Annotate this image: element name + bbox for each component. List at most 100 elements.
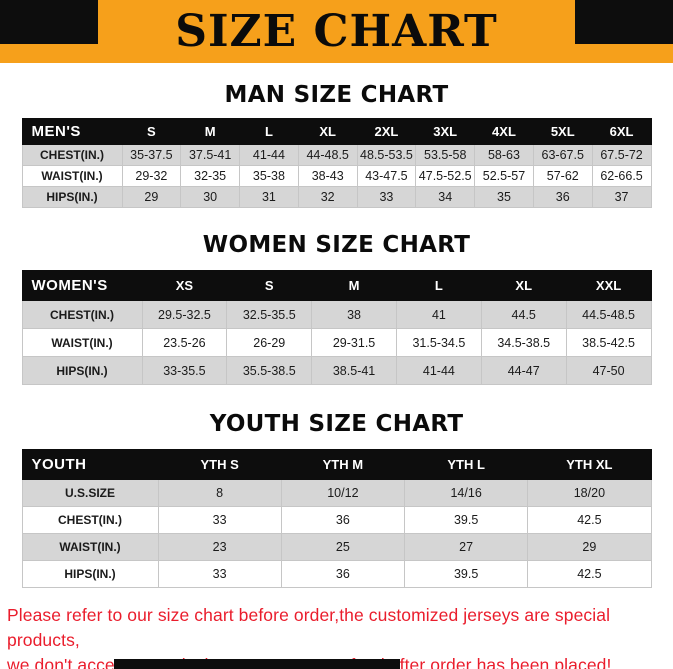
row-label: HIPS(IN.) <box>21 560 159 588</box>
table-row: CHEST(IN.) 29.5-32.5 32.5-35.5 38 41 44.5 44.5… <box>21 300 652 329</box>
size-column-header: L <box>395 270 482 301</box>
youth-size-table: YOUTH YTH S YTH M YTH L YTH XL U.S.SIZE 8 10/12… <box>21 449 652 588</box>
row-label: CHEST(IN.) <box>21 506 159 534</box>
table-cell: 35-38 <box>239 165 299 187</box>
table-cell: 35.5-38.5 <box>226 356 313 385</box>
table-cell: 38-43 <box>297 165 358 187</box>
row-label: WAIST(IN.) <box>21 165 123 187</box>
row-label: U.S.SIZE <box>21 479 159 507</box>
row-label: CHEST(IN.) <box>21 144 123 166</box>
table-cell: 34.5-38.5 <box>480 328 567 357</box>
bottom-black-bar <box>114 659 400 669</box>
table-cell: 23.5-26 <box>141 328 228 357</box>
size-column-header: 4XL <box>474 118 534 145</box>
size-column-header: XL <box>297 118 358 145</box>
table-header-row: MEN'S S M L XL 2XL 3XL 4XL 5XL 6XL <box>21 118 652 145</box>
size-column-header: XL <box>480 270 567 301</box>
table-header-row: WOMEN'S XS S M L XL XXL <box>21 270 652 301</box>
table-corner-label: MEN'S <box>21 118 123 145</box>
table-cell: 33 <box>157 506 282 534</box>
table-cell: 62-66.5 <box>591 165 652 187</box>
table-cell: 32-35 <box>180 165 241 187</box>
table-cell: 35 <box>474 186 534 208</box>
size-column-header: 6XL <box>591 118 652 145</box>
table-cell: 67.5-72 <box>591 144 652 166</box>
table-cell: 37.5-41 <box>180 144 241 166</box>
size-column-header: S <box>121 118 182 145</box>
size-column-header: YTH S <box>157 449 282 480</box>
youth-size-chart-title: YOUTH SIZE CHART <box>209 411 464 437</box>
table-row: WAIST(IN.) 29-32 32-35 35-38 38-43 43-47.5 47.… <box>21 165 652 187</box>
table-cell: 43-47.5 <box>356 165 417 187</box>
table-row: WAIST(IN.) 23.5-26 26-29 29-31.5 31.5-34.5 34… <box>21 328 652 357</box>
women-size-table: WOMEN'S XS S M L XL XXL CHEST(IN.) 29.5-32.5 32.5… <box>21 270 652 385</box>
table-header-row: YOUTH YTH S YTH M YTH L YTH XL <box>21 449 652 480</box>
table-cell: 36 <box>280 560 406 588</box>
table-row: WAIST(IN.) 23 25 27 29 <box>21 533 652 561</box>
table-cell: 44-47 <box>480 356 567 385</box>
table-row: HIPS(IN.) 33 36 39.5 42.5 <box>21 560 652 588</box>
table-cell: 33 <box>157 560 282 588</box>
table-cell: 44.5 <box>480 300 567 329</box>
table-cell: 8 <box>157 479 282 507</box>
title-banner: SIZE CHART <box>0 0 673 63</box>
man-size-chart-section: MAN SIZE CHART MEN'S S M L XL 2XL 3XL 4XL 5XL 6XL… <box>0 82 673 208</box>
table-cell: 42.5 <box>527 560 652 588</box>
table-cell: 41-44 <box>395 356 482 385</box>
table-cell: 47-50 <box>565 356 652 385</box>
table-row: HIPS(IN.) 33-35.5 35.5-38.5 38.5-41 41-44 44-… <box>21 356 652 385</box>
table-cell: 26-29 <box>226 328 313 357</box>
table-cell: 29.5-32.5 <box>141 300 228 329</box>
table-cell: 29 <box>121 186 182 208</box>
size-column-header: M <box>311 270 397 301</box>
table-cell: 23 <box>157 533 282 561</box>
man-size-chart-title: MAN SIZE CHART <box>224 82 449 108</box>
size-column-header: 2XL <box>356 118 417 145</box>
table-cell: 41-44 <box>239 144 299 166</box>
size-column-header: YTH XL <box>527 449 652 480</box>
table-cell: 36 <box>532 186 593 208</box>
table-cell: 29 <box>527 533 652 561</box>
table-cell: 32 <box>297 186 358 208</box>
table-cell: 35-37.5 <box>121 144 182 166</box>
table-cell: 14/16 <box>403 479 529 507</box>
table-cell: 44.5-48.5 <box>565 300 652 329</box>
table-row: CHEST(IN.) 35-37.5 37.5-41 41-44 44-48.5 48.5… <box>21 144 652 166</box>
table-cell: 63-67.5 <box>532 144 593 166</box>
table-cell: 29-31.5 <box>311 328 397 357</box>
top-right-black-corner <box>575 0 673 44</box>
table-cell: 30 <box>180 186 241 208</box>
table-cell: 48.5-53.5 <box>356 144 417 166</box>
size-column-header: XS <box>141 270 228 301</box>
table-cell: 36 <box>280 506 406 534</box>
table-cell: 33 <box>356 186 417 208</box>
table-cell: 47.5-52.5 <box>415 165 476 187</box>
table-cell: 34 <box>415 186 476 208</box>
table-row: CHEST(IN.) 33 36 39.5 42.5 <box>21 506 652 534</box>
table-cell: 58-63 <box>474 144 534 166</box>
table-cell: 53.5-58 <box>415 144 476 166</box>
table-cell: 31.5-34.5 <box>395 328 482 357</box>
table-cell: 44-48.5 <box>297 144 358 166</box>
table-cell: 42.5 <box>527 506 652 534</box>
table-cell: 57-62 <box>532 165 593 187</box>
men-size-table: MEN'S S M L XL 2XL 3XL 4XL 5XL 6XL CHEST(IN.) 35-37… <box>21 118 652 208</box>
women-size-chart-title: WOMEN SIZE CHART <box>202 232 471 258</box>
footer-line-1: Please refer to our size chart before or… <box>7 605 611 650</box>
row-label: WAIST(IN.) <box>21 328 143 357</box>
table-corner-label: YOUTH <box>21 449 159 480</box>
table-corner-label: WOMEN'S <box>21 270 143 301</box>
size-column-header: 5XL <box>532 118 593 145</box>
row-label: WAIST(IN.) <box>21 533 159 561</box>
table-cell: 27 <box>403 533 529 561</box>
table-cell: 52.5-57 <box>474 165 534 187</box>
size-column-header: M <box>180 118 241 145</box>
size-column-header: L <box>239 118 299 145</box>
size-column-header: YTH L <box>403 449 529 480</box>
size-column-header: 3XL <box>415 118 476 145</box>
page-title: SIZE CHART <box>175 5 498 57</box>
size-column-header: YTH M <box>280 449 406 480</box>
table-cell: 25 <box>280 533 406 561</box>
table-row: HIPS(IN.) 29 30 31 32 33 34 35 36 37 <box>21 186 652 208</box>
